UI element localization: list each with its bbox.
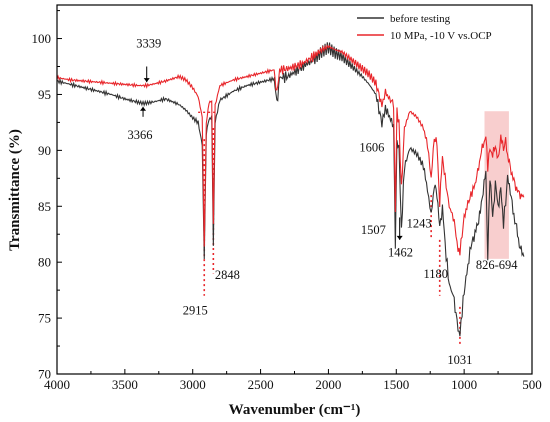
y-tick-label: 90	[38, 143, 51, 158]
y-tick-label: 95	[38, 87, 51, 102]
x-tick-label: 2000	[315, 377, 341, 392]
y-tick-label: 70	[38, 367, 51, 382]
x-axis-label: Wavenumber (cm⁻¹)	[229, 402, 361, 418]
peak-label-3366: 3366	[128, 128, 153, 142]
peak-label-2848: 2848	[215, 268, 240, 282]
peak-label-1606: 1606	[359, 140, 384, 154]
x-tick-label: 1500	[383, 377, 409, 392]
series-line-before-testing	[56, 42, 525, 337]
x-tick-label: 3500	[112, 377, 138, 392]
annotation-arrowhead	[396, 235, 403, 240]
peak-label-1180: 1180	[423, 267, 448, 281]
x-tick-label: 500	[522, 377, 542, 392]
peak-guide-layer	[198, 111, 461, 347]
x-tick-label: 4000	[44, 377, 70, 392]
x-tick-label: 1000	[451, 377, 477, 392]
y-tick-label: 80	[38, 255, 51, 270]
legend: before testing 10 MPa, -10 V vs.OCP	[357, 13, 492, 42]
peak-label-1031: 1031	[447, 353, 472, 367]
x-tick-label: 2500	[248, 377, 274, 392]
annotation-arrowhead	[143, 78, 150, 83]
peak-label-2915: 2915	[183, 304, 208, 318]
legend-label-10mpa: 10 MPa, -10 V vs.OCP	[390, 30, 492, 42]
y-tick-label: 85	[38, 199, 51, 214]
y-tick-label: 100	[32, 31, 52, 46]
series-line-10mpa	[56, 44, 525, 256]
annotation-arrowhead	[140, 106, 147, 111]
series-layer	[56, 42, 525, 337]
x-tick-label: 3000	[180, 377, 206, 392]
legend-label-before-testing: before testing	[390, 13, 451, 25]
y-tick-label: 75	[38, 311, 51, 326]
peak-label-1462: 1462	[388, 246, 413, 260]
peak-label-1243: 1243	[407, 217, 432, 231]
peak-label-826-694: 826-694	[476, 258, 518, 272]
y-axis-label: Transmittance (%)	[7, 129, 23, 251]
peak-label-3339: 3339	[136, 36, 161, 50]
tick-layer: 4000 3500 3000 2500 2000 1500 1000 500 70 75 80 85 9…	[32, 10, 542, 392]
plot-frame	[56, 4, 533, 375]
peak-label-1507: 1507	[361, 223, 386, 237]
